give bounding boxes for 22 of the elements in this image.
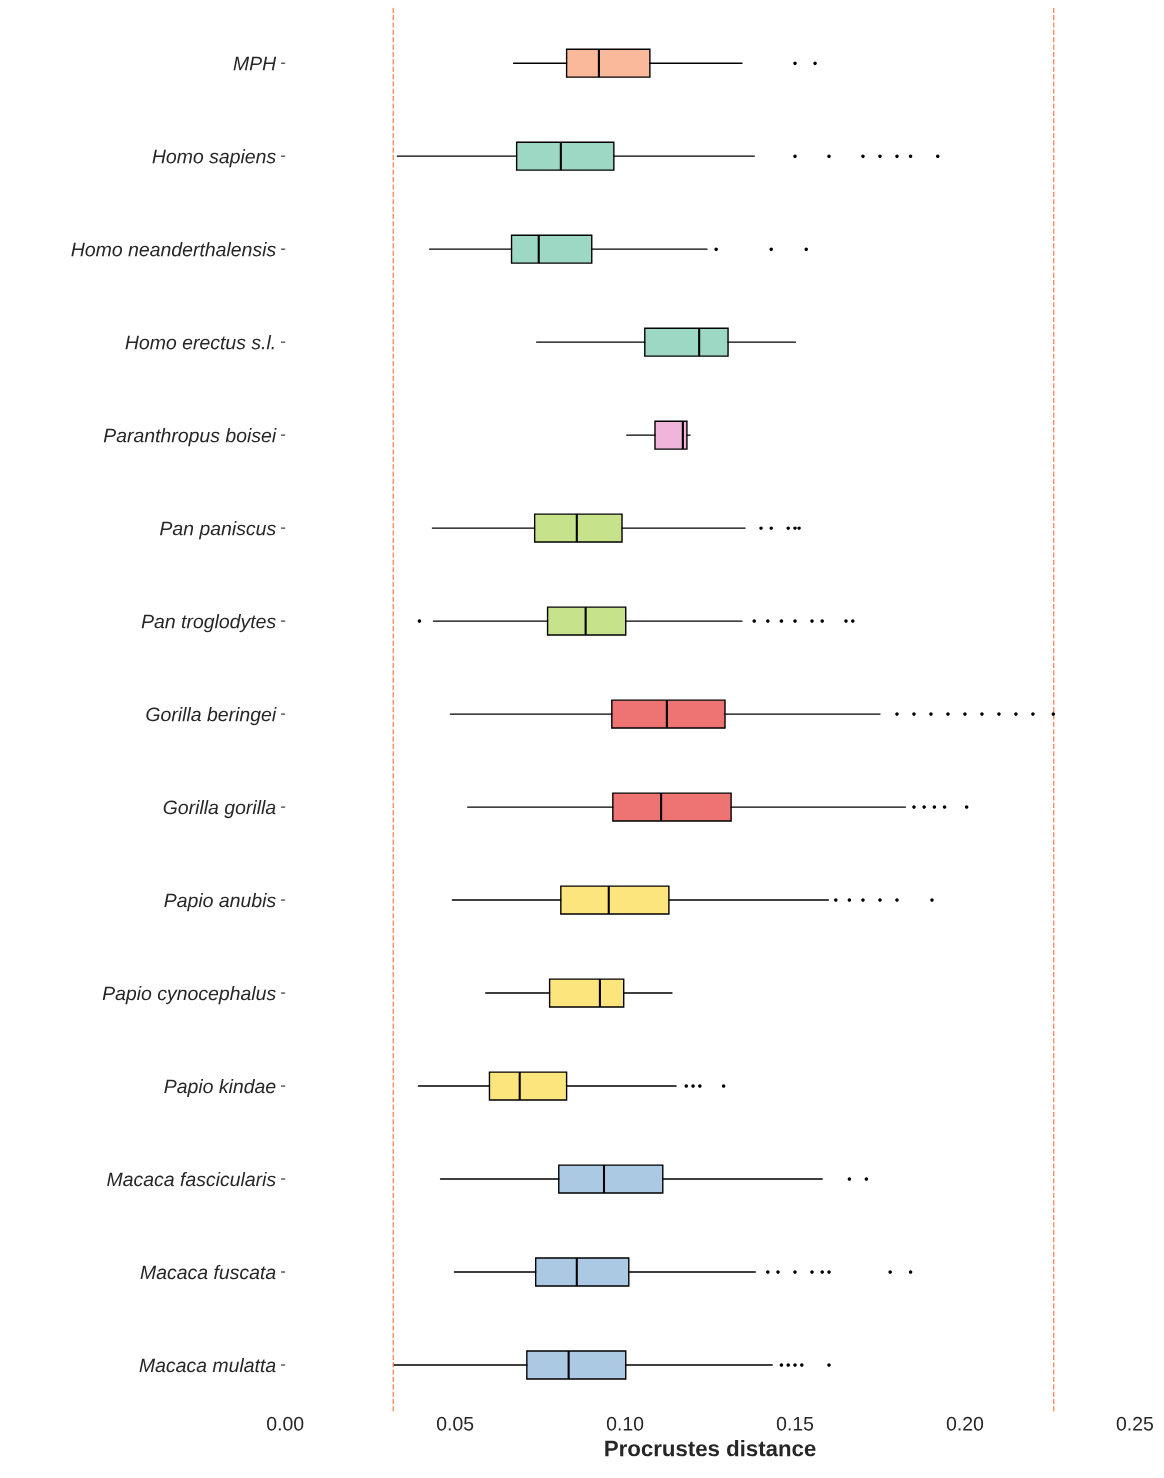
x-tick-label: 0.20 bbox=[946, 1416, 984, 1431]
y-tick-label: Papio anubis bbox=[164, 893, 276, 912]
x-tick-label: 0.05 bbox=[436, 1416, 474, 1431]
y-tick-label: Gorilla beringei bbox=[146, 707, 277, 726]
y-tick-label: Homo neanderthalensis bbox=[71, 242, 276, 257]
y-tick-label: Papio cynocephalus bbox=[102, 986, 276, 1005]
y-tick-label: Gorilla gorilla bbox=[163, 800, 276, 819]
y-tick-label: Pan paniscus bbox=[160, 521, 276, 540]
y-tick-label: Papio kindae bbox=[164, 1078, 276, 1098]
x-tick-label: 0.25 bbox=[1116, 1416, 1154, 1431]
y-tick-label: Macaca fascicularis bbox=[107, 1171, 276, 1187]
x-tick-label: 0.15 bbox=[776, 1416, 814, 1431]
x-axis-title: Procrustes distance bbox=[605, 1440, 816, 1457]
y-tick-label: Homo sapiens bbox=[152, 149, 276, 168]
y-tick-label: Pan troglodytes bbox=[141, 614, 276, 633]
y-tick-label: Macaca fuscata bbox=[140, 1264, 276, 1280]
y-tick-label: Homo erectus s.l. bbox=[125, 335, 274, 350]
y-tick-label: MPH bbox=[233, 56, 277, 71]
x-tick-label: 0.00 bbox=[267, 1416, 304, 1431]
y-tick-label: Paranthropus boisei bbox=[103, 428, 277, 447]
x-tick-label: 0.10 bbox=[606, 1416, 644, 1431]
y-tick-label: Macaca mulatta bbox=[139, 1357, 276, 1373]
